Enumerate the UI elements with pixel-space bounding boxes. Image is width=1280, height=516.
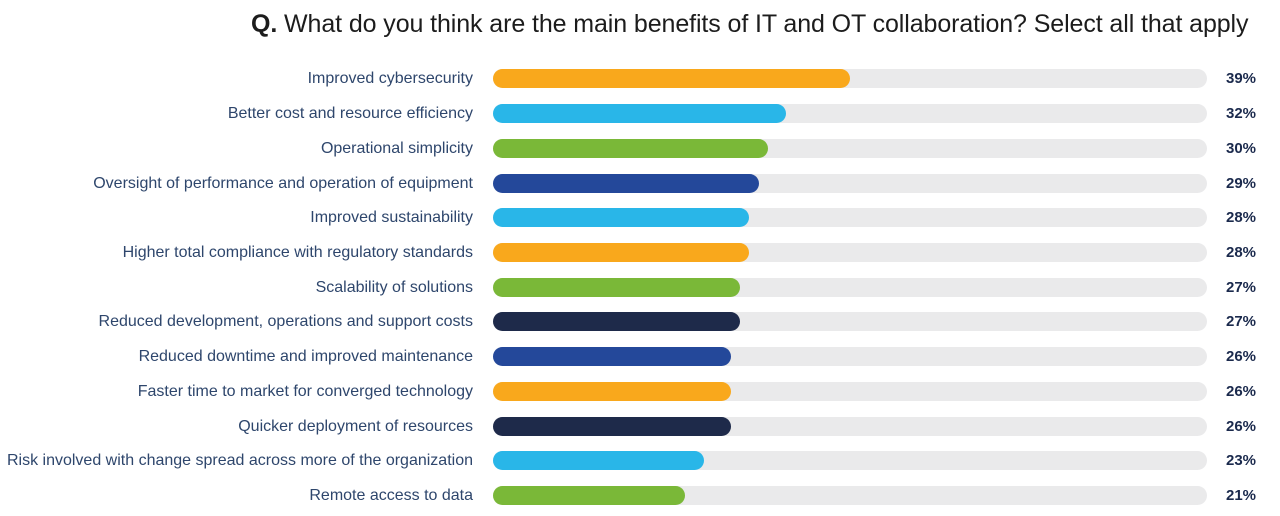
bar-row: Improved sustainability 28% xyxy=(0,208,1280,228)
bar xyxy=(493,173,759,193)
bar xyxy=(493,208,750,228)
category-label: Oversight of performance and operation o… xyxy=(93,174,473,192)
bar-track xyxy=(493,451,1207,471)
value-label: 27% xyxy=(1226,278,1257,296)
bar-row: Risk involved with change spread across … xyxy=(0,451,1280,471)
bar-row: Remote access to data 21% xyxy=(0,486,1280,506)
chart-title: Q. What do you think are the main benefi… xyxy=(251,9,1249,39)
category-label: Higher total compliance with regulatory … xyxy=(122,244,473,261)
category-label: Reduced development, operations and supp… xyxy=(98,313,473,331)
value-label: 26% xyxy=(1226,382,1257,400)
value-label: 39% xyxy=(1226,70,1257,88)
bar-row: Reduced development, operations and supp… xyxy=(0,312,1280,332)
bar xyxy=(493,104,786,124)
category-label: Scalability of solutions xyxy=(315,278,473,296)
value-label: 28% xyxy=(1226,209,1257,227)
bar-row: Better cost and resource efficiency 32% xyxy=(0,104,1280,124)
bar xyxy=(493,312,741,332)
bar xyxy=(493,243,750,262)
chart-title-text: What do you think are the main benefits … xyxy=(277,10,1249,38)
bar-track xyxy=(493,173,1207,193)
category-label: Improved cybersecurity xyxy=(307,70,473,88)
category-label: Reduced downtime and improved maintenanc… xyxy=(138,348,473,366)
bar xyxy=(493,451,704,471)
bar xyxy=(493,347,731,367)
value-label: 23% xyxy=(1226,452,1257,470)
bar xyxy=(493,277,741,297)
category-label: Operational simplicity xyxy=(320,139,473,157)
category-label: Remote access to data xyxy=(309,487,473,505)
value-label: 28% xyxy=(1226,244,1257,261)
value-label: 21% xyxy=(1226,487,1257,505)
category-label: Improved sustainability xyxy=(310,209,473,227)
category-label: Risk involved with change spread across … xyxy=(6,452,473,470)
category-label: Faster time to market for converged tech… xyxy=(137,382,473,400)
category-label: Quicker deployment of resources xyxy=(238,417,473,435)
bar-track xyxy=(493,208,1207,228)
bar xyxy=(493,381,731,401)
value-label: 26% xyxy=(1226,417,1257,435)
bar-row: Oversight of performance and operation o… xyxy=(0,173,1280,193)
category-label: Better cost and resource efficiency xyxy=(227,105,473,123)
bar-track xyxy=(493,486,1207,506)
bar-track xyxy=(493,277,1207,297)
bar-row: Reduced downtime and improved maintenanc… xyxy=(0,347,1280,367)
value-label: 30% xyxy=(1226,139,1257,157)
value-label: 26% xyxy=(1226,348,1257,366)
bar-track xyxy=(493,138,1207,158)
bar-row: Improved cybersecurity 39% xyxy=(0,69,1280,89)
chart-title-prefix: Q. xyxy=(251,10,278,38)
bar-track xyxy=(493,312,1207,332)
value-label: 32% xyxy=(1226,105,1257,123)
bar-track xyxy=(493,104,1207,124)
value-label: 29% xyxy=(1226,174,1257,192)
bar-track xyxy=(493,416,1207,436)
bar-row: Scalability of solutions 27% xyxy=(0,277,1280,297)
bar-track xyxy=(493,347,1207,367)
bar-row: Higher total compliance with regulatory … xyxy=(0,243,1280,262)
bar-track xyxy=(493,381,1207,401)
bar xyxy=(493,138,768,158)
bar-track xyxy=(493,69,1207,89)
bar-row: Faster time to market for converged tech… xyxy=(0,381,1280,401)
bar xyxy=(493,416,731,436)
bar xyxy=(493,69,850,89)
bar-track xyxy=(493,243,1207,262)
bar-row: Operational simplicity 30% xyxy=(0,138,1280,158)
value-label: 27% xyxy=(1226,313,1257,331)
bar xyxy=(493,486,686,506)
bar-row: Quicker deployment of resources 26% xyxy=(0,416,1280,436)
